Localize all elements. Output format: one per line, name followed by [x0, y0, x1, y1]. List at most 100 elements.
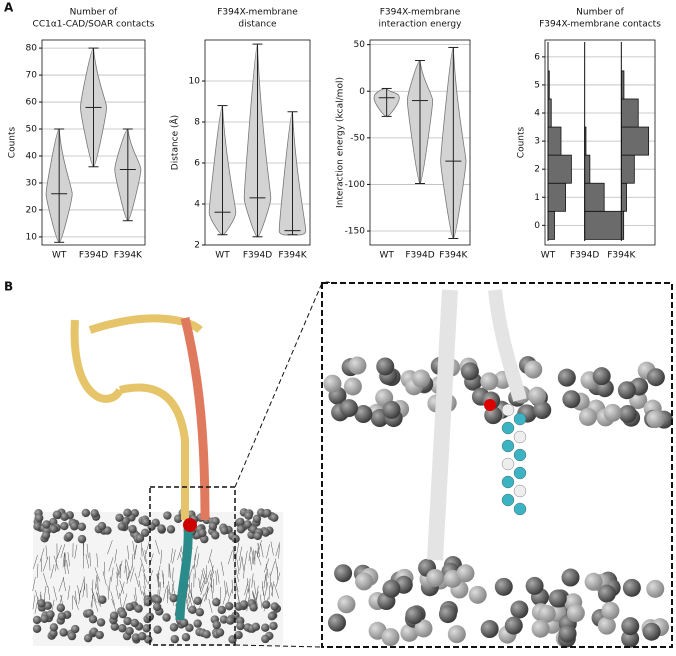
- lipid-head: [604, 404, 622, 422]
- lipid-head: [383, 401, 401, 419]
- hist-bar: [621, 155, 634, 183]
- lipid-head: [118, 624, 126, 632]
- lipid-head: [78, 535, 86, 543]
- lipid-head: [153, 603, 161, 611]
- hist-bar: [621, 99, 638, 127]
- lipid-head: [136, 534, 144, 542]
- y-tick-label: 2: [534, 165, 540, 175]
- lipid-head: [263, 509, 271, 517]
- lipid-head: [261, 623, 269, 631]
- lipid-atom: [514, 503, 526, 515]
- y-axis-label: Counts: [517, 126, 527, 158]
- lipid-head: [270, 513, 278, 521]
- lipid-head: [58, 612, 66, 620]
- lipid-head: [524, 360, 542, 378]
- y-tick-label: 10: [189, 77, 201, 87]
- lipid-head: [157, 524, 165, 532]
- lipid-head: [142, 518, 150, 526]
- y-tick-label: 50: [354, 40, 366, 50]
- lipid-head: [469, 586, 487, 604]
- lipid-atom: [514, 485, 526, 497]
- illustration: [33, 283, 673, 648]
- lipid-head: [270, 602, 278, 610]
- lipid-head: [97, 618, 105, 626]
- lipid-head: [505, 617, 523, 635]
- lipid-head: [57, 604, 65, 612]
- lipid-head: [211, 531, 219, 539]
- lipid-head: [68, 632, 76, 640]
- y-tick-label: 6: [534, 52, 540, 62]
- lipid-head: [131, 619, 139, 627]
- lipid-head: [426, 569, 444, 587]
- residue: [484, 399, 496, 411]
- lipid-head: [125, 627, 133, 635]
- y-tick-label: 8: [194, 118, 200, 128]
- lipid-head: [480, 372, 498, 390]
- lipid-head: [162, 613, 170, 621]
- lipid-head: [579, 408, 597, 426]
- lipid-head: [196, 608, 204, 616]
- lipid-head: [182, 633, 190, 641]
- lipid-head: [337, 595, 355, 613]
- lipid-head: [562, 569, 580, 587]
- lipid-head: [646, 580, 664, 598]
- lipid-atom: [502, 440, 514, 452]
- lipid-head: [49, 525, 57, 533]
- lipid-head: [118, 522, 126, 530]
- lipid-head: [549, 590, 567, 608]
- lipid-head: [226, 616, 234, 624]
- y-tick-label: 40: [26, 151, 38, 161]
- lipid-head: [240, 600, 248, 608]
- y-tick-label: 1: [534, 193, 540, 203]
- y-tick-label: 0: [534, 221, 540, 231]
- hist-bar: [621, 183, 626, 211]
- x-tick-label: WT: [541, 251, 556, 261]
- lipid-head: [526, 577, 544, 595]
- lipid-atom: [514, 431, 526, 443]
- lipid-head: [323, 375, 341, 393]
- lipid-head: [212, 598, 220, 606]
- lipid-head: [123, 509, 131, 517]
- lipid-head: [236, 622, 244, 630]
- lipid-head: [188, 606, 196, 614]
- lipid-head: [225, 602, 233, 610]
- lipid-head: [98, 522, 106, 530]
- lipid-head: [481, 620, 499, 638]
- lipid-head: [249, 603, 257, 611]
- y-tick-label: 70: [26, 71, 38, 81]
- hist-bar: [548, 183, 566, 211]
- x-tick-label: F394D: [570, 251, 599, 261]
- lipid-atom: [514, 413, 526, 425]
- x-tick-label: F394K: [114, 251, 143, 261]
- lipid-head: [344, 377, 362, 395]
- lipid-atom: [502, 458, 514, 470]
- y-tick-label: 3: [534, 137, 540, 147]
- lipid-head: [236, 518, 244, 526]
- lipid-head: [646, 410, 664, 428]
- lipid-head: [558, 369, 576, 387]
- lipid-head: [598, 617, 616, 635]
- lipid-head: [90, 509, 98, 517]
- lipid-head: [244, 512, 252, 520]
- lipid-head: [82, 509, 90, 517]
- lipid-head: [35, 514, 43, 522]
- lipid-head: [382, 580, 400, 598]
- lipid-head: [269, 622, 277, 630]
- lipid-head: [567, 604, 585, 622]
- x-tick-label: F394D: [79, 251, 108, 261]
- hist-bar: [585, 211, 624, 239]
- chart-title: F394X-membrane: [217, 8, 298, 18]
- lipid-head: [528, 387, 546, 405]
- y-tick-label: -100: [345, 180, 366, 190]
- lipid-head: [448, 625, 466, 643]
- hist-bar: [548, 155, 571, 183]
- y-tick-label: 50: [26, 125, 38, 135]
- lipid-head: [42, 520, 50, 528]
- y-tick-label: 20: [26, 205, 38, 215]
- lipid-head: [193, 619, 201, 627]
- lipid-head: [128, 525, 136, 533]
